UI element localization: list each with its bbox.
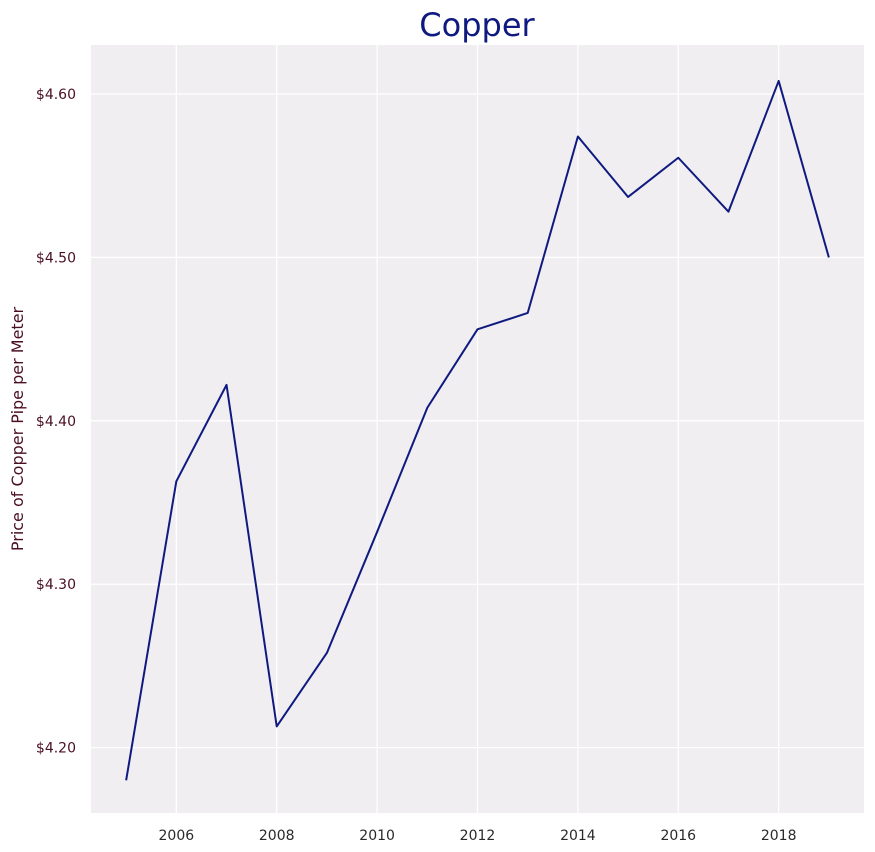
- series-line: [125, 79, 830, 781]
- chart-title: Copper: [419, 6, 535, 44]
- y-tick-label: $4.40: [36, 414, 76, 430]
- y-tick-label: $4.60: [36, 87, 76, 103]
- x-tick-label: 2012: [460, 828, 496, 844]
- x-tick-label: 2010: [359, 828, 395, 844]
- x-tick-label: 2018: [761, 828, 797, 844]
- x-tick-label: 2006: [159, 828, 195, 844]
- grid-lines: [91, 45, 864, 813]
- y-tick-label: $4.50: [36, 250, 76, 266]
- y-axis-ticks: $4.20 $4.30 $4.40 $4.50 $4.60: [36, 87, 76, 757]
- y-tick-label: $4.30: [36, 577, 76, 593]
- x-tick-label: 2014: [560, 828, 596, 844]
- y-axis-label: Price of Copper Pipe per Meter: [8, 306, 27, 551]
- y-tick-label: $4.20: [36, 741, 76, 757]
- x-tick-label: 2016: [660, 828, 696, 844]
- x-tick-label: 2008: [259, 828, 295, 844]
- x-axis-ticks: 2006 2008 2010 2012 2014 2016 2018: [159, 828, 797, 844]
